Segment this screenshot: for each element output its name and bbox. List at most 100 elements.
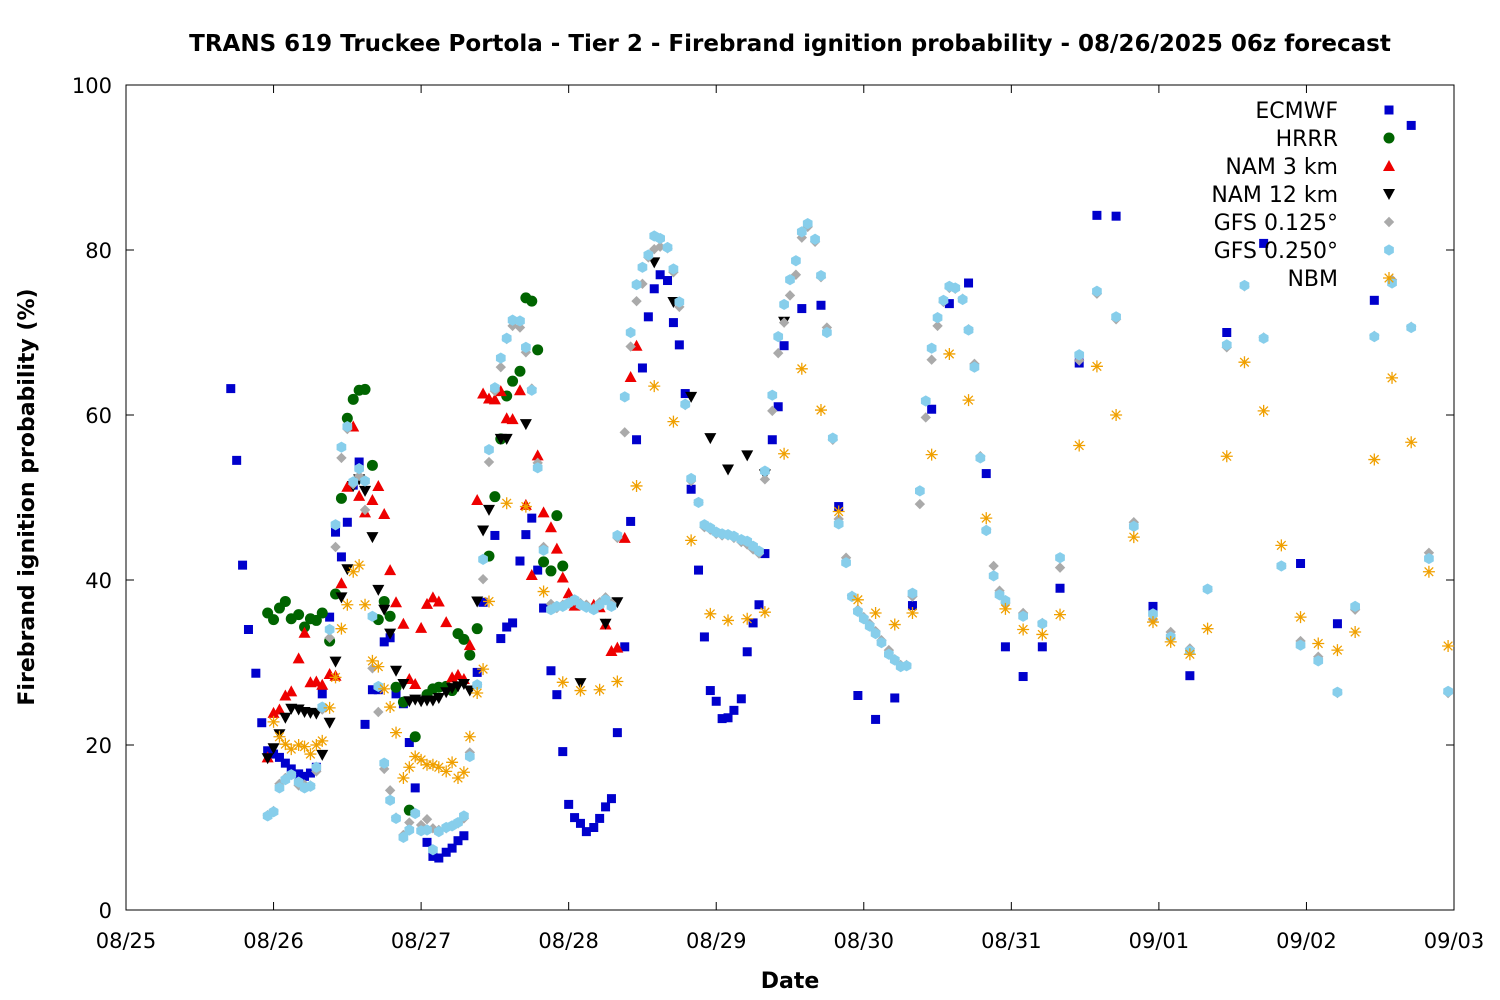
data-point bbox=[1422, 565, 1435, 578]
data-point bbox=[546, 666, 556, 676]
x-tick-label: 08/28 bbox=[538, 929, 599, 953]
data-point bbox=[397, 678, 410, 690]
data-point bbox=[1331, 644, 1344, 657]
x-tick-label: 09/02 bbox=[1276, 929, 1337, 953]
data-point bbox=[251, 668, 261, 678]
data-point bbox=[323, 701, 336, 714]
data-point bbox=[1222, 328, 1232, 337]
data-point bbox=[323, 717, 336, 729]
data-point bbox=[489, 491, 501, 503]
data-point bbox=[1259, 238, 1269, 248]
data-point bbox=[390, 681, 402, 693]
data-point bbox=[685, 391, 698, 403]
data-point bbox=[341, 412, 353, 424]
x-axis-label: Date bbox=[761, 969, 820, 994]
data-point bbox=[527, 513, 537, 523]
data-point bbox=[754, 600, 764, 610]
data-point bbox=[336, 552, 346, 562]
data-point bbox=[359, 598, 372, 611]
data-point bbox=[816, 269, 826, 282]
data-point bbox=[901, 660, 912, 672]
data-point bbox=[926, 342, 937, 354]
data-point bbox=[482, 504, 495, 516]
data-point bbox=[754, 545, 764, 557]
data-point bbox=[864, 620, 875, 632]
data-point bbox=[1036, 628, 1049, 641]
data-point bbox=[341, 564, 354, 576]
data-point bbox=[378, 604, 391, 616]
data-point bbox=[458, 633, 470, 645]
data-point bbox=[538, 556, 550, 568]
data-point bbox=[495, 361, 506, 373]
data-point bbox=[618, 531, 631, 543]
data-point bbox=[477, 387, 490, 399]
data-point bbox=[1313, 655, 1324, 667]
data-point bbox=[324, 623, 335, 636]
data-point bbox=[482, 595, 495, 608]
series-nbm bbox=[267, 347, 1455, 784]
data-point bbox=[611, 675, 624, 688]
data-point bbox=[359, 383, 371, 395]
data-point bbox=[478, 553, 488, 565]
data-point bbox=[1037, 642, 1047, 652]
legend-label: GFS 0.250° bbox=[1214, 239, 1338, 264]
data-point bbox=[723, 713, 733, 723]
data-point bbox=[1295, 639, 1306, 651]
data-point bbox=[599, 618, 612, 630]
data-point bbox=[649, 284, 659, 294]
data-point bbox=[426, 758, 439, 771]
data-point bbox=[920, 412, 931, 423]
data-point bbox=[624, 371, 637, 383]
data-point bbox=[663, 276, 673, 286]
data-point bbox=[286, 764, 296, 774]
data-point bbox=[477, 663, 490, 676]
data-point bbox=[581, 601, 592, 613]
data-point bbox=[600, 594, 611, 606]
legend-label: NAM 12 km bbox=[1211, 183, 1338, 208]
x-tick-label: 08/25 bbox=[96, 929, 157, 953]
data-point bbox=[226, 384, 236, 394]
data-point bbox=[858, 613, 869, 625]
data-point bbox=[452, 772, 464, 784]
data-point bbox=[1350, 600, 1360, 612]
legend-marker bbox=[1384, 244, 1394, 256]
data-point bbox=[280, 758, 290, 768]
data-point bbox=[267, 715, 280, 728]
data-point bbox=[398, 831, 409, 843]
data-point bbox=[390, 665, 403, 677]
data-point bbox=[705, 686, 715, 696]
data-point bbox=[620, 642, 630, 652]
data-point bbox=[626, 516, 636, 526]
data-point bbox=[1054, 608, 1067, 621]
data-point bbox=[612, 728, 622, 738]
data-point bbox=[932, 312, 943, 324]
data-point bbox=[619, 391, 630, 403]
data-point bbox=[409, 731, 421, 743]
data-point bbox=[372, 584, 385, 596]
data-point bbox=[773, 331, 784, 343]
data-point bbox=[317, 701, 328, 713]
data-point bbox=[452, 668, 464, 680]
data-point bbox=[379, 757, 390, 769]
data-point bbox=[508, 618, 518, 628]
data-point bbox=[686, 472, 696, 485]
data-point bbox=[593, 683, 606, 696]
data-point bbox=[471, 493, 484, 505]
data-point bbox=[1239, 279, 1250, 292]
data-point bbox=[717, 714, 727, 724]
data-point bbox=[379, 763, 390, 775]
legend-marker bbox=[1383, 132, 1395, 144]
data-point bbox=[432, 692, 445, 704]
data-point bbox=[410, 783, 420, 793]
data-point bbox=[532, 344, 544, 356]
data-point bbox=[625, 341, 636, 352]
data-point bbox=[359, 504, 371, 516]
x-tick-label: 08/26 bbox=[243, 929, 304, 953]
data-point bbox=[980, 512, 993, 525]
data-point bbox=[404, 824, 415, 836]
data-point bbox=[433, 826, 444, 838]
data-point bbox=[385, 794, 395, 806]
data-point bbox=[440, 687, 453, 699]
data-point bbox=[427, 823, 439, 834]
